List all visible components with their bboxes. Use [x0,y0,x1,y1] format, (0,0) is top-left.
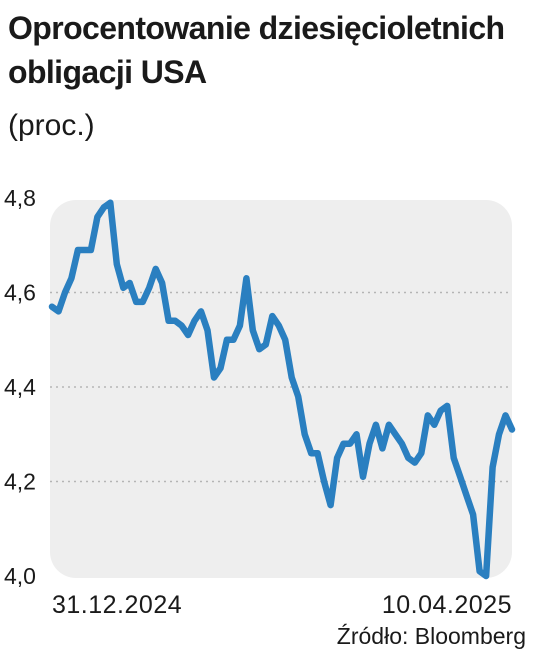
y-tick-label: 4,0 [4,563,36,589]
chart-title: Oprocentowanie dziesięcioletnich obligac… [8,10,505,90]
series-line [48,199,516,580]
y-tick-label: 4,2 [4,469,36,495]
plot-background [50,200,512,578]
chart-subtitle: (proc.) [8,109,95,142]
x-tick-label: 31.12.2024 [52,591,182,619]
x-tick-label: 10.04.2025 [382,591,512,619]
y-tick-label: 4,8 [4,185,36,211]
y-tick-label: 4,4 [4,374,36,400]
source-note: Źródło: Bloomberg [336,623,526,649]
y-tick-label: 4,6 [4,280,36,306]
y-axis: 4,0 4,2 4,4 4,6 4,8 [4,185,36,589]
grid-lines [50,291,512,483]
x-axis: 31.12.2024 10.04.2025 [52,591,512,619]
